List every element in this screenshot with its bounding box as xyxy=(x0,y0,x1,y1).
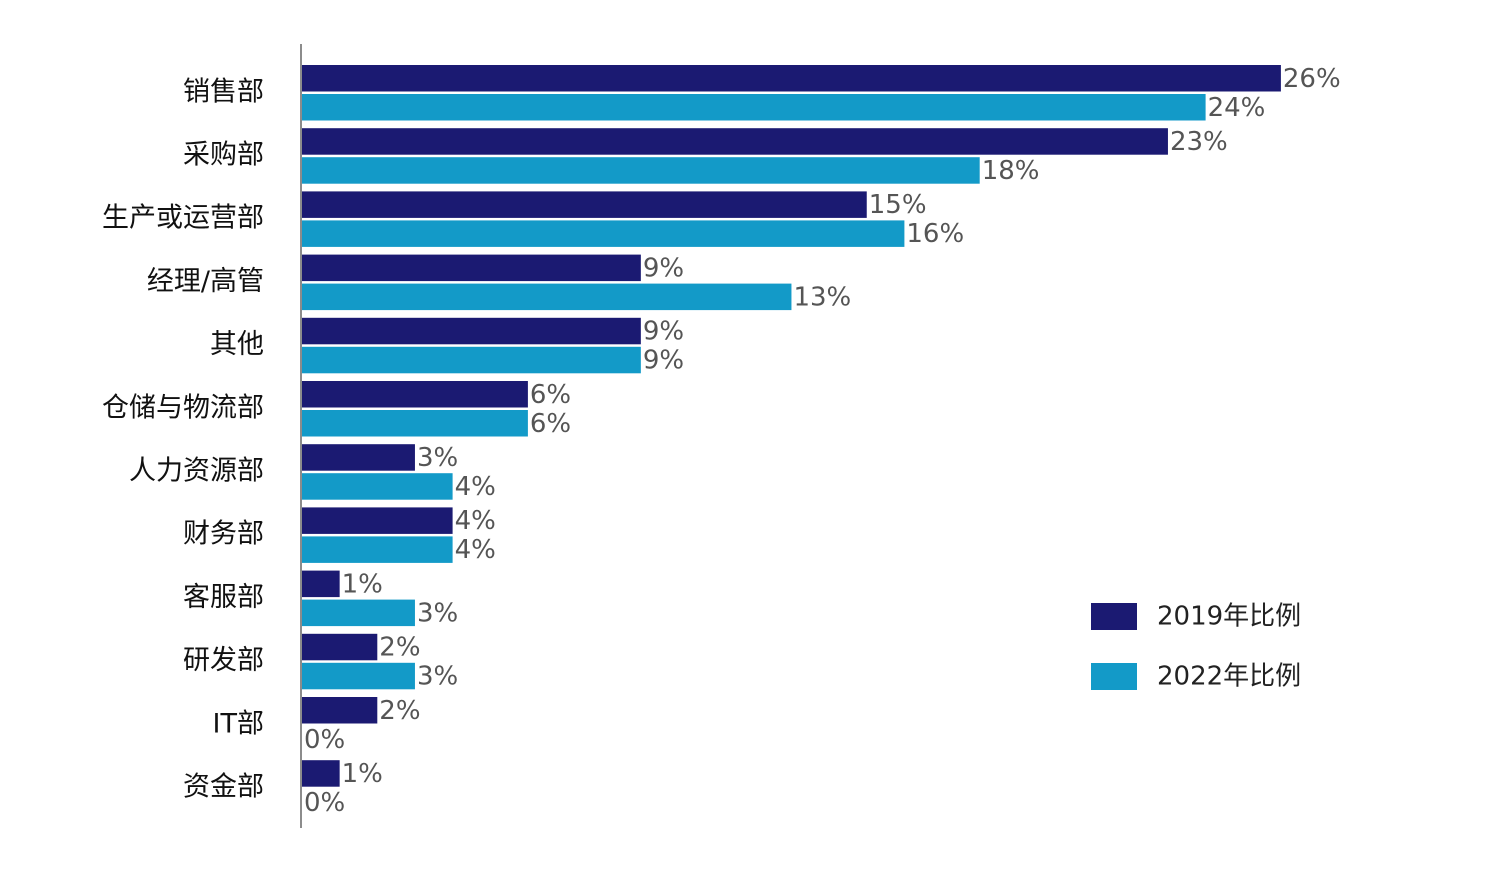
data-label: 24% xyxy=(1208,93,1266,123)
bar-2022 xyxy=(302,410,528,437)
bar-2019 xyxy=(302,317,641,345)
category-label: 人力资源部 xyxy=(129,455,264,486)
data-label: 9% xyxy=(643,346,684,376)
bar-2022 xyxy=(302,473,453,500)
value-labels-layer: 26%24%23%18%15%16%9%13%9%9%6%6%3%4%4%4%1… xyxy=(304,64,1341,818)
data-label: 0% xyxy=(304,725,345,755)
category-label: 生产或运营部 xyxy=(102,203,264,234)
category-label: 经理/高管 xyxy=(147,266,264,297)
data-label: 15% xyxy=(869,190,927,220)
bar-2022 xyxy=(302,220,905,247)
data-label: 9% xyxy=(643,253,684,283)
data-label: 26% xyxy=(1283,64,1341,94)
data-label: 23% xyxy=(1170,127,1228,157)
category-label: 客服部 xyxy=(183,582,264,613)
bar-2022 xyxy=(302,94,1206,121)
bar-2019 xyxy=(302,444,415,471)
bar-2022 xyxy=(302,536,453,563)
bar-2022 xyxy=(302,599,415,627)
legend: 2019年比例 2022年比例 xyxy=(1091,602,1301,692)
bar-2019 xyxy=(302,254,641,282)
data-label: 2% xyxy=(379,696,420,726)
data-label: 16% xyxy=(906,219,964,249)
category-label: 财务部 xyxy=(183,519,264,550)
legend-swatch xyxy=(1091,603,1137,630)
bar-2019 xyxy=(302,191,867,218)
data-label: 3% xyxy=(417,598,458,628)
bar-2019 xyxy=(302,381,528,408)
bar-2022 xyxy=(302,157,980,184)
bar-2019 xyxy=(302,570,340,598)
category-label: 资金部 xyxy=(183,771,264,802)
data-label: 1% xyxy=(342,569,383,599)
bar-2022 xyxy=(302,283,792,311)
data-label: 0% xyxy=(304,788,345,818)
bar-2022 xyxy=(302,662,415,690)
data-label: 1% xyxy=(342,759,383,789)
category-label: 其他 xyxy=(210,329,264,360)
data-label: 3% xyxy=(417,443,458,473)
data-label: 18% xyxy=(982,156,1040,186)
legend-label: 2019年比例 xyxy=(1157,602,1301,632)
bars-layer xyxy=(302,65,1281,787)
data-label: 9% xyxy=(643,317,684,347)
bar-2022 xyxy=(302,346,641,374)
bar-2019 xyxy=(302,507,453,534)
category-label: 仓储与物流部 xyxy=(102,392,264,423)
data-label: 2% xyxy=(379,633,420,663)
data-label: 13% xyxy=(793,282,851,312)
data-label: 4% xyxy=(455,535,496,565)
data-label: 4% xyxy=(455,506,496,536)
category-label: 销售部 xyxy=(183,76,264,107)
bar-2019 xyxy=(302,128,1168,155)
bar-2019 xyxy=(302,633,378,661)
bar-2019 xyxy=(302,65,1281,92)
bar-2019 xyxy=(302,697,378,724)
category-label: 采购部 xyxy=(183,139,264,170)
data-label: 6% xyxy=(530,380,571,410)
category-label: 研发部 xyxy=(183,645,264,676)
legend-swatch xyxy=(1091,663,1137,690)
legend-label: 2022年比例 xyxy=(1157,662,1301,692)
data-label: 4% xyxy=(455,472,496,502)
data-label: 6% xyxy=(530,409,571,439)
data-label: 3% xyxy=(417,662,458,692)
bar-2019 xyxy=(302,760,340,787)
category-label: IT部 xyxy=(213,708,264,739)
